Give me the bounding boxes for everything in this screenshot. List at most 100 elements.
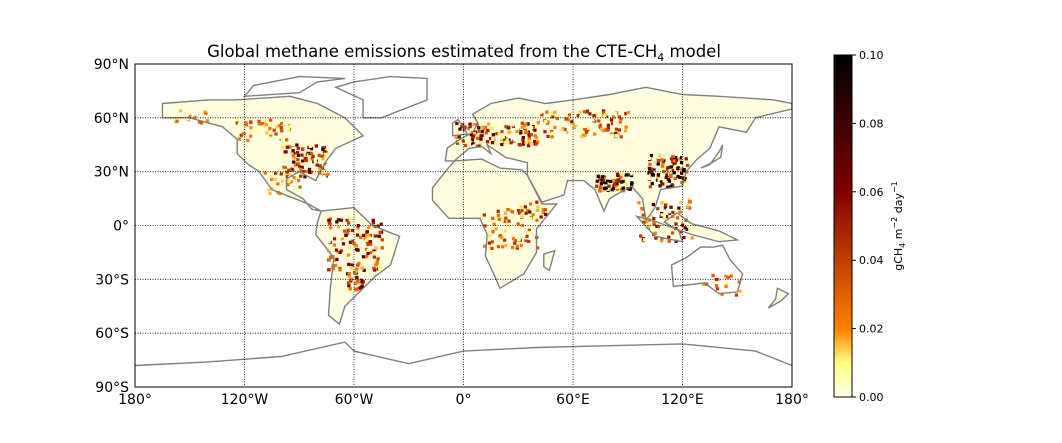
- emission-cell: [375, 260, 379, 264]
- emission-cell: [503, 137, 507, 142]
- emission-cell: [664, 171, 668, 176]
- emission-cell: [624, 112, 628, 116]
- emission-cell: [246, 138, 250, 143]
- emission-cell: [282, 173, 286, 177]
- emission-cell: [683, 185, 687, 190]
- emission-cell: [509, 127, 513, 132]
- emission-cell: [624, 173, 628, 177]
- emission-cell: [350, 239, 355, 243]
- emission-cell: [641, 207, 645, 211]
- emission-cell: [463, 143, 468, 148]
- emission-cell: [683, 226, 687, 230]
- emission-cell: [472, 122, 476, 126]
- emission-cell: [601, 179, 605, 183]
- emission-cell: [657, 159, 661, 163]
- emission-cell: [657, 153, 662, 157]
- emission-cell: [286, 127, 290, 131]
- emission-cell: [482, 213, 486, 217]
- emission-cell: [365, 223, 369, 227]
- emission-cell: [455, 121, 459, 126]
- emission-cell: [287, 179, 291, 183]
- emission-cell: [490, 141, 495, 145]
- lon-tick-label: 60°E: [556, 392, 590, 408]
- emission-cell: [360, 229, 365, 233]
- emission-cell: [648, 162, 652, 166]
- emission-cell: [360, 285, 364, 289]
- emission-cell: [285, 178, 289, 183]
- emission-cell: [373, 234, 377, 238]
- emission-cell: [346, 253, 351, 257]
- emission-cell: [198, 114, 202, 118]
- emission-cell: [676, 174, 680, 179]
- coastline-south-america: [314, 206, 401, 326]
- emission-cell: [518, 143, 522, 147]
- emission-cell: [648, 185, 652, 189]
- emission-cell: [282, 121, 287, 126]
- emission-cell: [306, 151, 310, 155]
- emission-cell: [535, 218, 539, 222]
- land-greenland: [335, 76, 427, 118]
- emission-cell: [489, 222, 493, 226]
- emission-cell: [668, 168, 672, 172]
- emission-cell: [290, 151, 294, 156]
- emission-cell: [503, 144, 507, 148]
- emission-cell: [606, 179, 610, 183]
- emission-cell: [711, 274, 715, 278]
- emission-cell: [614, 127, 619, 131]
- emission-cell: [263, 171, 267, 175]
- emission-cell: [547, 116, 551, 120]
- emission-cell: [688, 200, 692, 204]
- emission-cell: [373, 268, 377, 272]
- land-madagascar: [543, 250, 555, 271]
- emission-cell: [669, 185, 673, 189]
- emission-cell: [651, 203, 655, 207]
- emission-cell: [328, 222, 332, 226]
- emission-cell: [615, 187, 620, 191]
- emission-cell: [619, 131, 623, 135]
- emission-cell: [653, 165, 657, 169]
- emission-cell: [291, 146, 296, 150]
- emission-cell: [671, 184, 675, 188]
- emission-cell: [666, 185, 670, 189]
- emission-cell: [301, 159, 305, 163]
- emission-cell: [690, 236, 694, 240]
- emission-cell: [485, 140, 490, 144]
- emission-cell: [665, 208, 670, 212]
- emission-cell: [518, 140, 522, 144]
- emission-cell: [669, 165, 673, 169]
- emission-cell: [531, 213, 535, 217]
- emission-cell: [538, 203, 543, 207]
- emission-cell: [361, 255, 366, 259]
- emission-cell: [327, 258, 331, 262]
- emission-cell: [249, 134, 253, 138]
- emission-cell: [716, 293, 720, 297]
- emission-cell: [511, 125, 515, 129]
- emission-cell: [686, 205, 690, 209]
- emission-cell: [358, 286, 362, 290]
- emission-cell: [597, 177, 602, 181]
- emission-cell: [659, 239, 664, 243]
- emission-cell: [602, 111, 606, 115]
- emission-cell: [309, 170, 314, 174]
- emission-cell: [193, 115, 197, 119]
- emission-cell: [596, 174, 600, 178]
- map-frame: [134, 63, 793, 388]
- emission-cell: [469, 133, 473, 137]
- emission-cell: [671, 210, 675, 214]
- emission-cell: [347, 250, 351, 254]
- emission-cell: [532, 203, 536, 207]
- emission-cell: [526, 130, 531, 134]
- emission-cell: [365, 230, 369, 234]
- emission-cell: [504, 216, 508, 220]
- emission-cell: [480, 133, 484, 137]
- emission-cell: [660, 201, 664, 205]
- emission-cell: [725, 287, 729, 291]
- emission-cell: [500, 142, 504, 147]
- emission-cell: [592, 114, 596, 118]
- emission-cell: [520, 209, 524, 213]
- emission-cell: [663, 206, 668, 210]
- lat-tick-label: 90°N: [94, 57, 129, 73]
- emission-cell: [507, 138, 511, 142]
- emission-cell: [507, 219, 511, 223]
- emission-cell: [239, 133, 243, 137]
